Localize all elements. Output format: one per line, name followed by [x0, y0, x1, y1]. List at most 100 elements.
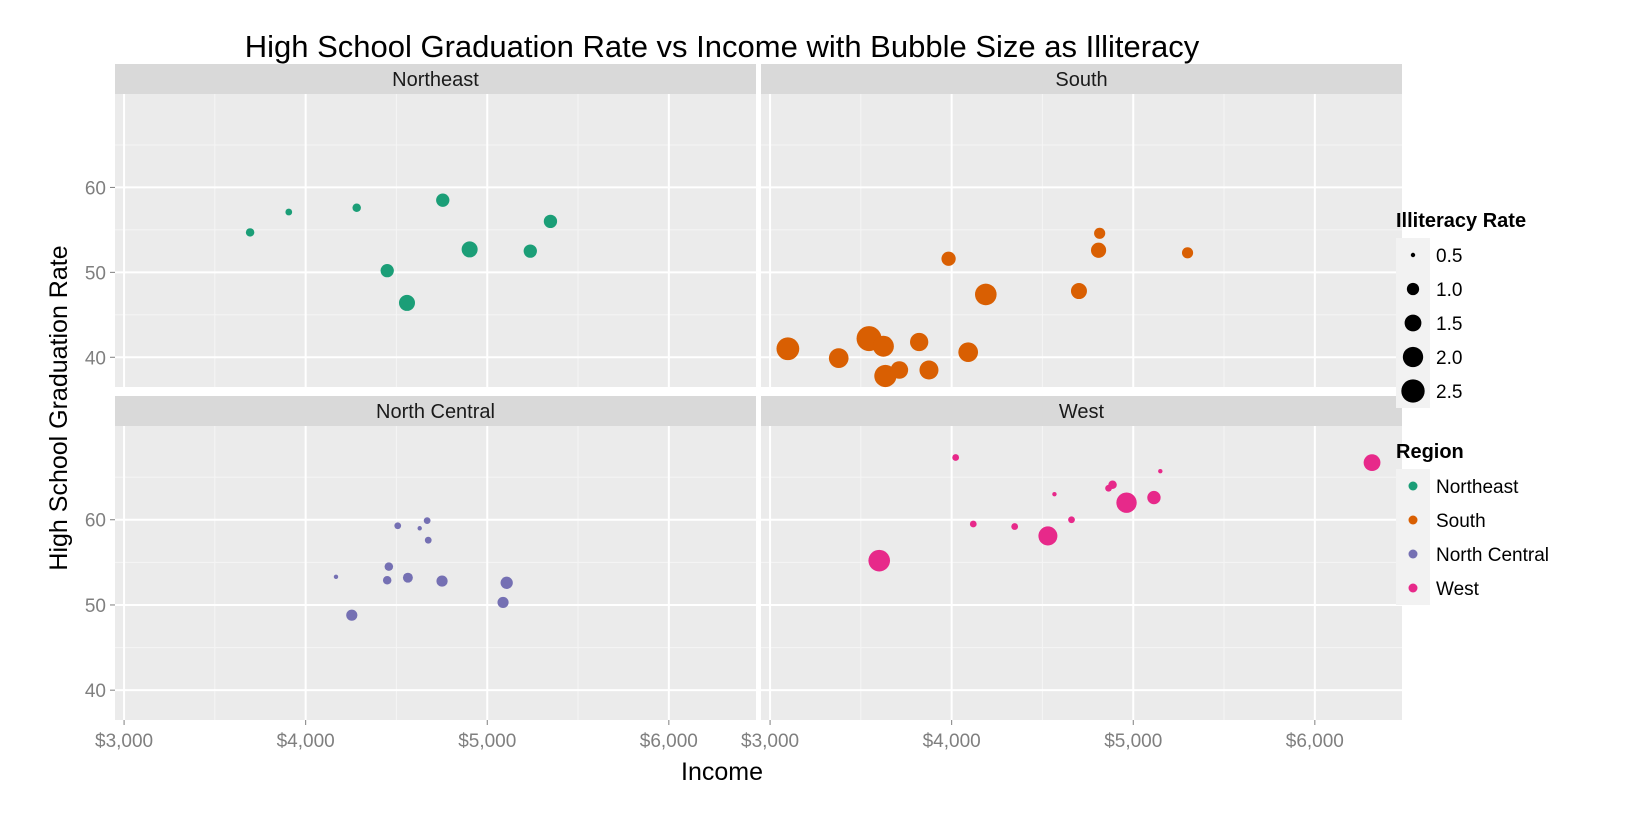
- legend-label: West: [1436, 579, 1480, 600]
- data-point: [402, 572, 413, 583]
- data-point: [497, 596, 509, 608]
- facet-south: South: [761, 64, 1402, 388]
- data-point: [1105, 484, 1112, 492]
- legend-label: Northeast: [1436, 477, 1519, 498]
- data-point: [910, 332, 929, 352]
- size-legend-label: 2.0: [1436, 348, 1462, 369]
- size-legend-item: 1.0: [1396, 272, 1462, 306]
- data-point: [543, 214, 558, 229]
- x-tick-label: $4,000: [277, 731, 335, 752]
- size-legend-item: 1.5: [1396, 306, 1462, 340]
- facet-strip: [761, 396, 1402, 426]
- data-point: [1116, 492, 1137, 513]
- data-point: [394, 522, 402, 530]
- x-tick-label: $5,000: [1104, 731, 1162, 752]
- size-key-bubble: [1402, 346, 1424, 368]
- size-legend-item: 2.5: [1396, 374, 1462, 408]
- data-point: [424, 536, 432, 544]
- chart-title: High School Graduation Rate vs Income wi…: [245, 29, 1200, 64]
- data-point: [500, 576, 513, 589]
- data-point: [1147, 490, 1161, 505]
- x-tick-label: $6,000: [1286, 731, 1344, 752]
- data-point: [245, 228, 255, 237]
- data-point: [776, 337, 800, 361]
- size-key-bubble: [1410, 252, 1416, 258]
- data-point: [1068, 516, 1075, 524]
- facet-west: West: [761, 396, 1402, 720]
- data-point: [436, 193, 450, 207]
- panel-background: [761, 94, 1402, 387]
- y-tick-label: 60: [85, 178, 106, 199]
- data-point: [352, 203, 361, 213]
- color-legend-title: Region: [1396, 441, 1464, 463]
- y-axes: 40 50 60 40 50 60: [85, 178, 115, 702]
- legend-item-northeast: Northeast: [1396, 469, 1519, 503]
- facet-strip-label: West: [1059, 401, 1105, 423]
- data-point: [919, 360, 939, 380]
- facet-northeast: Northeast: [115, 64, 756, 387]
- data-point: [1070, 283, 1087, 300]
- legend-color-dot: [1408, 583, 1418, 593]
- y-tick-label: 50: [85, 263, 106, 284]
- legend-label: South: [1436, 511, 1486, 532]
- x-tick-label: $3,000: [95, 731, 153, 752]
- facet-strip: [761, 64, 1402, 94]
- color-legend: Northeast South North Central West: [1396, 469, 1549, 605]
- legend-item-west: West: [1396, 571, 1480, 605]
- y-tick-label: 50: [85, 596, 106, 617]
- data-point: [1363, 454, 1381, 472]
- facet-panels: Northeast South North Central West: [115, 64, 1402, 720]
- legend-color-dot: [1408, 549, 1418, 559]
- data-point: [1094, 227, 1106, 239]
- y-tick-label: 40: [85, 348, 106, 369]
- facet-strip: [115, 64, 756, 94]
- legend-label: North Central: [1436, 545, 1549, 566]
- data-point: [461, 241, 478, 258]
- data-point: [382, 576, 392, 585]
- size-key-bubble: [1401, 379, 1425, 403]
- size-key-bubble: [1406, 282, 1420, 296]
- data-point: [1011, 523, 1019, 530]
- x-tick-label: $5,000: [458, 731, 516, 752]
- x-tick-label: $3,000: [741, 731, 799, 752]
- data-point: [872, 335, 894, 357]
- x-axis-title: Income: [681, 758, 763, 786]
- x-tick-label: $4,000: [923, 731, 981, 752]
- data-point: [969, 520, 977, 528]
- data-point: [423, 517, 431, 524]
- data-point: [346, 609, 358, 621]
- data-point: [523, 244, 537, 258]
- size-legend-item: 2.0: [1396, 340, 1462, 374]
- data-point: [1052, 491, 1057, 497]
- x-tick-label: $6,000: [640, 731, 698, 752]
- y-tick-label: 40: [85, 681, 106, 702]
- data-point: [436, 575, 448, 587]
- data-point: [1181, 247, 1194, 259]
- data-point: [941, 251, 956, 266]
- data-point: [384, 562, 394, 571]
- legend-item-north-central: North Central: [1396, 537, 1549, 571]
- data-point: [868, 549, 891, 572]
- legend-color-dot: [1408, 481, 1418, 491]
- facet-strip-label: North Central: [376, 401, 495, 423]
- data-point: [1038, 526, 1058, 546]
- size-legend-label: 0.5: [1436, 246, 1462, 267]
- data-point: [398, 294, 415, 311]
- data-point: [285, 208, 293, 216]
- x-axes: $3,000 $4,000 $5,000 $6,000 $3,000 $4,000 $5,0…: [95, 720, 1344, 752]
- y-axis-title: High School Graduation Rate: [45, 245, 73, 570]
- data-point: [380, 263, 394, 278]
- facet-north-central: North Central: [115, 396, 756, 720]
- y-tick-label: 60: [85, 511, 106, 532]
- size-legend-label: 1.5: [1436, 314, 1462, 335]
- panel-background: [761, 426, 1402, 720]
- legend-color-dot: [1408, 515, 1418, 525]
- size-legend-item: 0.5: [1396, 238, 1462, 272]
- data-point: [1090, 242, 1107, 258]
- facet-strip-label: South: [1055, 69, 1107, 91]
- data-point: [828, 348, 849, 368]
- data-point: [890, 361, 909, 379]
- panel-background: [115, 426, 756, 720]
- size-legend: 0.5 1.0 1.5 2.0 2.5: [1396, 238, 1462, 408]
- facet-strip: [115, 396, 756, 426]
